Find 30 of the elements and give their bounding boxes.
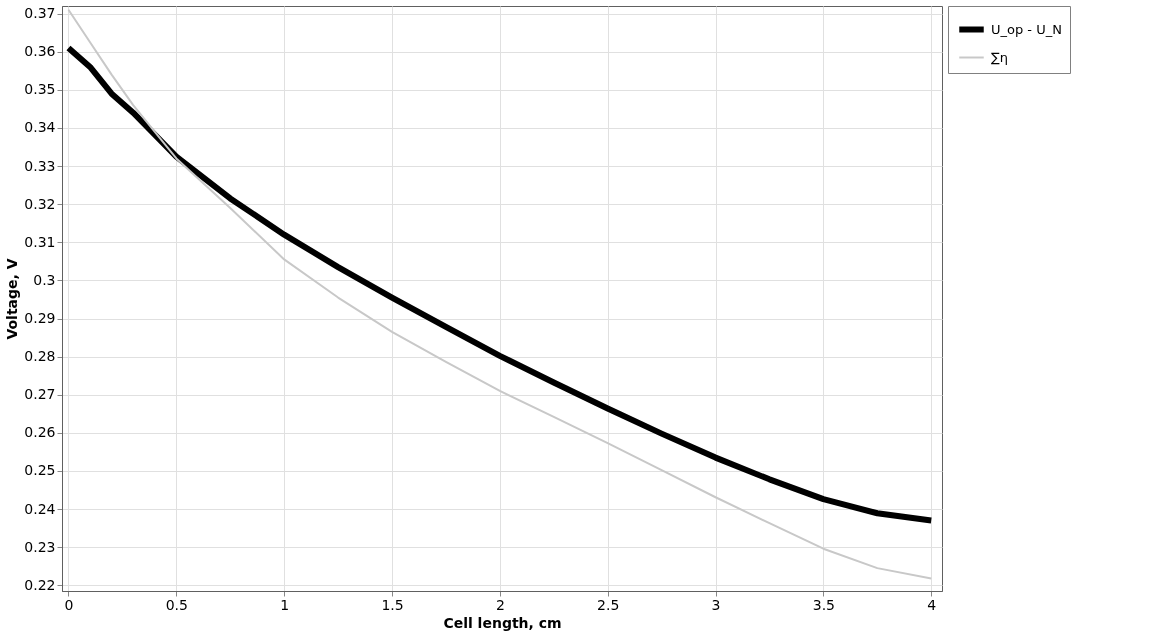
- y-tick-label: 0.33: [24, 157, 56, 174]
- x-tick-label: 2: [495, 596, 505, 613]
- y-tick-label: 0.28: [24, 348, 56, 365]
- y-tick-label: 0.22: [24, 576, 56, 593]
- y-tick-label: 0.37: [24, 5, 56, 22]
- x-tick-label: 3.5: [812, 596, 836, 613]
- x-tick-label: 0: [64, 596, 74, 613]
- y-tick-label: 0.24: [24, 500, 56, 517]
- y-tick-label: 0.26: [24, 424, 56, 441]
- x-tick-label: 0.5: [165, 596, 188, 613]
- y-tick-label: 0.31: [24, 233, 56, 250]
- legend-label: U_op - U_N: [991, 21, 1062, 37]
- y-tick-label: 0.25: [24, 462, 56, 479]
- y-tick-label: 0.29: [24, 310, 56, 327]
- y-tick-label: 0.27: [24, 386, 56, 403]
- x-axis-title: Cell length, cm: [443, 614, 562, 631]
- y-tick-label: 0.23: [24, 538, 56, 555]
- line-series: [67, 8, 933, 580]
- y-tick-label: 0.36: [24, 43, 56, 60]
- y-tick-label: 0.35: [24, 81, 56, 98]
- y-tick-label: 0.34: [24, 119, 56, 136]
- x-tick-label: 1: [280, 596, 290, 613]
- legend-label: ∑η: [991, 49, 1008, 65]
- y-tick-label: 0.32: [24, 195, 56, 212]
- y-tick-label: 0.3: [33, 271, 56, 288]
- x-tick-label: 4: [927, 596, 937, 613]
- x-tick-label: 1.5: [381, 596, 404, 613]
- x-tick-label: 3: [711, 596, 721, 613]
- y-axis-title: Voltage, V: [4, 258, 21, 340]
- x-tick-label: 2.5: [597, 596, 620, 613]
